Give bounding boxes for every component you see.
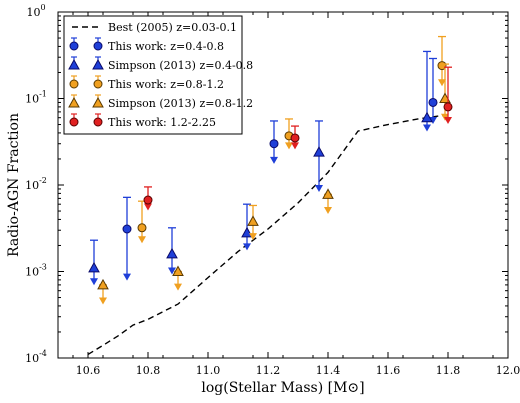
legend-entry-label: This work: z=0.8-1.2 bbox=[108, 78, 224, 91]
legend-marker bbox=[92, 96, 104, 108]
x-tick-label: 11.4 bbox=[316, 364, 341, 377]
limit-arrowhead bbox=[138, 236, 146, 244]
limit-arrowhead bbox=[174, 283, 182, 291]
legend-entry-label: Best (2005) z=0.03-0.1 bbox=[108, 21, 237, 34]
data-point bbox=[443, 102, 453, 112]
x-tick-label: 11.0 bbox=[196, 364, 221, 377]
limit-arrowhead bbox=[429, 116, 437, 124]
ticks-group bbox=[58, 11, 509, 359]
data-point bbox=[428, 97, 438, 107]
x-axis-label: log(Stellar Mass) [M⊙] bbox=[201, 380, 364, 396]
series-group bbox=[88, 35, 453, 305]
legend-marker bbox=[93, 117, 103, 127]
legend-entry-label: This work: 1.2-2.25 bbox=[108, 116, 216, 129]
data-point bbox=[166, 247, 178, 259]
limit-arrowhead bbox=[438, 79, 446, 87]
x-tick-label: 11.2 bbox=[256, 364, 281, 377]
y-tick-label: 10-2 bbox=[25, 176, 47, 192]
y-tick-label: 10-4 bbox=[25, 349, 47, 365]
y-tick-label: 10-3 bbox=[25, 263, 47, 279]
legend-marker bbox=[93, 79, 103, 89]
legend-entry-label: This work: z=0.4-0.8 bbox=[108, 40, 224, 53]
reference-line bbox=[87, 113, 449, 356]
data-point bbox=[122, 224, 132, 234]
limit-arrowhead bbox=[315, 184, 323, 192]
limit-arrowhead bbox=[90, 278, 98, 286]
reference-line-group bbox=[87, 113, 449, 356]
data-point bbox=[97, 278, 109, 290]
legend-box bbox=[63, 15, 243, 135]
limit-arrowhead bbox=[285, 142, 293, 150]
legend-entry-label: Simpson (2013) z=0.8-1.2 bbox=[108, 97, 253, 110]
limit-arrowhead bbox=[270, 156, 278, 164]
tick-labels-group: 10.6 10.8 11.0 11.2 11.4 11.6 11.8 12.0 10-4 10-3… bbox=[25, 3, 520, 377]
data-point bbox=[269, 139, 279, 149]
data-point bbox=[421, 111, 433, 123]
data-point bbox=[247, 215, 259, 226]
data-point bbox=[137, 223, 147, 233]
limit-arrowhead bbox=[249, 233, 257, 241]
x-tick-label: 11.6 bbox=[376, 364, 401, 377]
y-axis-label: Radio-AGN Fraction bbox=[6, 113, 22, 257]
data-point bbox=[241, 226, 253, 238]
legend-marker bbox=[69, 79, 79, 89]
legend-entry-label: Simpson (2013) z=0.4-0.8 bbox=[108, 59, 253, 72]
x-tick-label: 12.0 bbox=[496, 364, 520, 377]
legend-marker bbox=[68, 58, 80, 70]
data-point bbox=[313, 146, 325, 157]
data-point bbox=[290, 133, 300, 143]
limit-arrowhead bbox=[324, 207, 332, 215]
y-tick-label: 100 bbox=[26, 3, 45, 19]
legend-marker bbox=[93, 41, 103, 51]
data-point bbox=[322, 188, 334, 199]
legend-marker bbox=[68, 96, 80, 108]
x-tick-label: 10.8 bbox=[136, 364, 161, 377]
data-point bbox=[172, 265, 184, 276]
limit-arrowhead bbox=[423, 124, 431, 132]
limit-arrowhead bbox=[168, 267, 176, 275]
limit-arrowhead bbox=[444, 116, 452, 124]
legend-marker bbox=[69, 117, 79, 127]
x-tick-label: 11.8 bbox=[436, 364, 461, 377]
legend: Best (2005) z=0.03-0.1 This work: z=0.4-0… bbox=[63, 15, 253, 135]
legend-marker bbox=[69, 41, 79, 51]
limit-arrowhead bbox=[144, 203, 152, 211]
y-tick-label: 10-1 bbox=[25, 90, 47, 106]
legend-marker bbox=[92, 58, 104, 70]
x-tick-label: 10.6 bbox=[76, 364, 101, 377]
limit-arrowhead bbox=[291, 142, 299, 150]
data-point bbox=[88, 261, 100, 273]
limit-arrowhead bbox=[99, 297, 107, 305]
limit-arrowhead bbox=[123, 273, 131, 281]
limit-arrowhead bbox=[243, 243, 251, 251]
data-point bbox=[143, 195, 153, 205]
